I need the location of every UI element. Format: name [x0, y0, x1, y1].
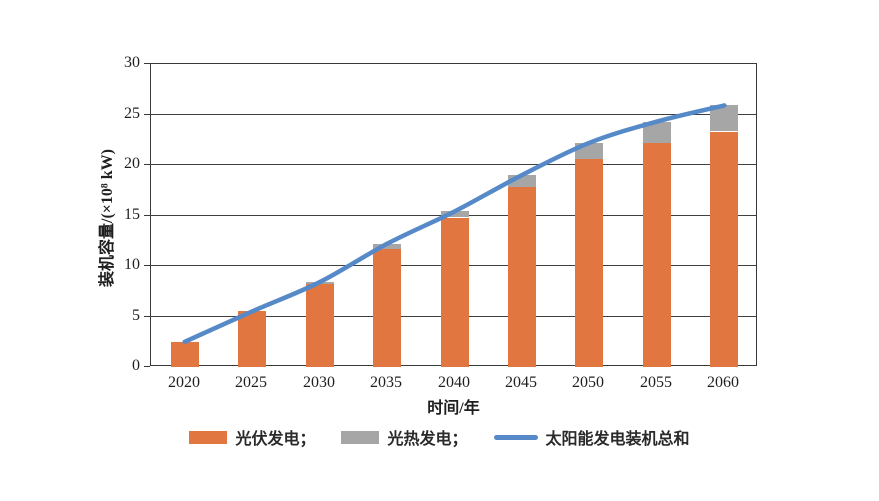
y-tick-mark-0	[144, 366, 150, 367]
bar-segment-光热发电	[441, 211, 469, 217]
y-tick-mark-20	[144, 164, 150, 165]
bar-segment-光伏发电	[373, 249, 401, 367]
legend-label: 光伏发电；	[235, 431, 316, 448]
bar-2055	[643, 64, 671, 367]
x-tick-label-2055: 2055	[640, 374, 672, 391]
bar-segment-光伏发电	[575, 159, 603, 367]
bar-segment-光伏发电	[643, 143, 671, 367]
x-tick-label-2020: 2020	[168, 374, 200, 391]
bar-2030	[306, 64, 334, 367]
y-tick-label-5: 5	[132, 307, 140, 324]
x-tick-label-2040: 2040	[438, 374, 470, 391]
legend-item-2: 太阳能发电装机总和	[493, 425, 690, 449]
bar-2020	[171, 64, 199, 367]
legend: 光伏发电； 光热发电； 太阳能发电装机总和	[0, 425, 879, 449]
y-tick-mark-30	[144, 63, 150, 64]
y-tick-label-0: 0	[132, 357, 140, 374]
bar-segment-光热发电	[643, 122, 671, 143]
legend-color-swatch	[341, 430, 380, 444]
x-tick-label-2060: 2060	[707, 374, 739, 391]
y-tick-label-30: 30	[124, 54, 140, 71]
legend-item-1: 光热发电；	[341, 425, 468, 449]
bar-segment-光热发电	[373, 244, 401, 249]
bar-2060	[710, 64, 738, 367]
x-tick-label-2030: 2030	[303, 374, 335, 391]
x-tick-label-2035: 2035	[370, 374, 402, 391]
bar-segment-光伏发电	[710, 132, 738, 367]
plot-area	[150, 63, 757, 367]
x-tick-label-2045: 2045	[505, 374, 537, 391]
bar-2050	[575, 64, 603, 367]
x-axis-title: 时间/年	[427, 400, 480, 417]
y-tick-mark-10	[144, 265, 150, 266]
legend-line-swatch	[493, 434, 538, 440]
bar-segment-光热发电	[508, 175, 536, 187]
bar-2045	[508, 64, 536, 367]
legend-label: 太阳能发电装机总和	[545, 431, 690, 448]
y-tick-mark-15	[144, 215, 150, 216]
bar-2025	[238, 64, 266, 367]
legend-label: 光热发电；	[387, 431, 468, 448]
x-tick-label-2025: 2025	[235, 374, 267, 391]
bar-segment-光伏发电	[238, 311, 266, 367]
y-tick-label-25: 25	[124, 105, 140, 122]
y-tick-label-15: 15	[124, 206, 140, 223]
y-tick-mark-5	[144, 316, 150, 317]
x-tick-label-2050: 2050	[572, 374, 604, 391]
bar-2040	[441, 64, 469, 367]
bar-segment-光热发电	[575, 143, 603, 159]
bar-segment-光热发电	[710, 105, 738, 131]
legend-item-0: 光伏发电；	[189, 425, 315, 449]
bar-segment-光伏发电	[171, 342, 199, 367]
bar-segment-光伏发电	[441, 218, 469, 367]
y-tick-label-20: 20	[124, 155, 140, 172]
bar-2035	[373, 64, 401, 367]
bar-segment-光伏发电	[508, 187, 536, 367]
y-tick-label-10: 10	[124, 256, 140, 273]
bar-segment-光热发电	[306, 282, 334, 284]
y-tick-mark-25	[144, 114, 150, 115]
bar-segment-光伏发电	[306, 284, 334, 367]
legend-color-swatch	[189, 430, 228, 444]
